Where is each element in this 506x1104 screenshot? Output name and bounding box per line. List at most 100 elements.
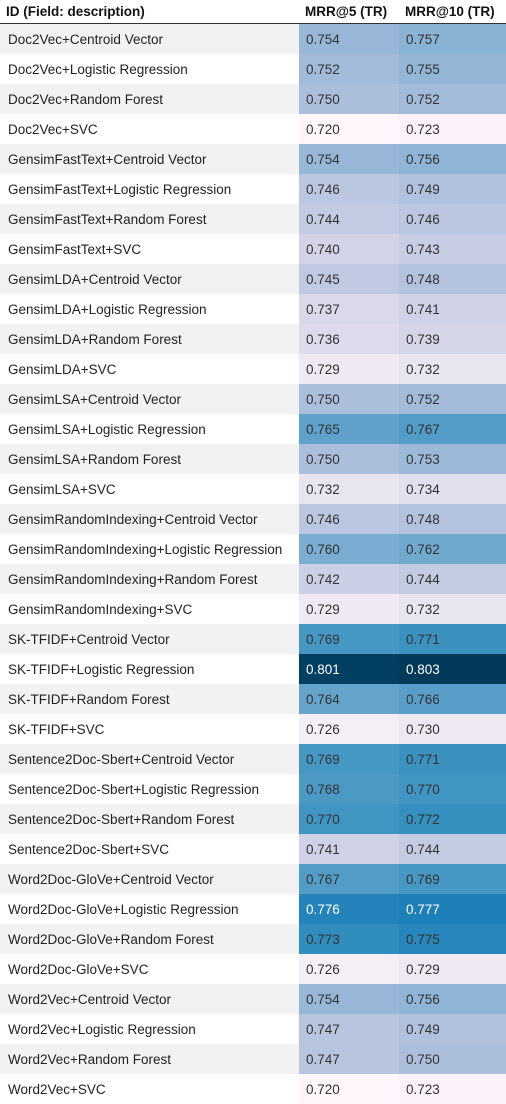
mrr5-cell: 0.750 [299, 84, 399, 114]
row-id-cell: GensimLSA+Random Forest [0, 444, 299, 474]
mrr10-cell: 0.734 [399, 474, 506, 504]
mrr10-cell: 0.803 [399, 654, 506, 684]
mrr10-cell: 0.749 [399, 1014, 506, 1044]
table-row: Word2Doc-GloVe+Logistic Regression 0.776 0… [0, 894, 506, 924]
mrr10-cell: 0.730 [399, 714, 506, 744]
column-header-mrr5[interactable]: MRR@5 (TR) [299, 0, 399, 24]
row-id-cell: SK-TFIDF+Random Forest [0, 684, 299, 714]
table-row: GensimLDA+Random Forest 0.736 0.739 [0, 324, 506, 354]
row-id-cell: GensimLSA+SVC [0, 474, 299, 504]
table-row: GensimLDA+Centroid Vector 0.745 0.748 [0, 264, 506, 294]
mrr5-cell: 0.750 [299, 384, 399, 414]
column-header-id[interactable]: ID (Field: description) [0, 0, 299, 24]
table-row: Sentence2Doc-Sbert+Logistic Regression 0.… [0, 774, 506, 804]
table-row: SK-TFIDF+Logistic Regression 0.801 0.803 [0, 654, 506, 684]
mrr10-cell: 0.771 [399, 744, 506, 774]
table-row: GensimLSA+SVC 0.732 0.734 [0, 474, 506, 504]
mrr10-cell: 0.753 [399, 444, 506, 474]
header-row: ID (Field: description) MRR@5 (TR) MRR@1… [0, 0, 506, 24]
mrr5-cell: 0.736 [299, 324, 399, 354]
mrr10-cell: 0.770 [399, 774, 506, 804]
mrr10-cell: 0.766 [399, 684, 506, 714]
table-row: GensimRandomIndexing+Logistic Regression… [0, 534, 506, 564]
mrr10-cell: 0.746 [399, 204, 506, 234]
mrr5-cell: 0.754 [299, 144, 399, 174]
row-id-cell: Word2Doc-GloVe+SVC [0, 954, 299, 984]
row-id-cell: GensimFastText+Centroid Vector [0, 144, 299, 174]
column-header-mrr10[interactable]: MRR@10 (TR) [399, 0, 506, 24]
table-row: GensimLDA+SVC 0.729 0.732 [0, 354, 506, 384]
mrr5-cell: 0.747 [299, 1044, 399, 1074]
mrr10-cell: 0.748 [399, 264, 506, 294]
table-row: Word2Vec+Random Forest 0.747 0.750 [0, 1044, 506, 1074]
table-row: GensimLSA+Random Forest 0.750 0.753 [0, 444, 506, 474]
mrr10-cell: 0.723 [399, 1074, 506, 1104]
row-id-cell: Doc2Vec+SVC [0, 114, 299, 144]
table-row: Sentence2Doc-Sbert+Random Forest 0.770 0.7… [0, 804, 506, 834]
row-id-cell: Word2Vec+Centroid Vector [0, 984, 299, 1014]
row-id-cell: GensimFastText+Random Forest [0, 204, 299, 234]
row-id-cell: GensimRandomIndexing+SVC [0, 594, 299, 624]
mrr10-cell: 0.752 [399, 384, 506, 414]
row-id-cell: Word2Vec+Logistic Regression [0, 1014, 299, 1044]
row-id-cell: Word2Doc-GloVe+Centroid Vector [0, 864, 299, 894]
table-row: Doc2Vec+Logistic Regression 0.752 0.755 [0, 54, 506, 84]
mrr10-cell: 0.749 [399, 174, 506, 204]
row-id-cell: GensimLDA+Logistic Regression [0, 294, 299, 324]
table-row: Word2Vec+Logistic Regression 0.747 0.749 [0, 1014, 506, 1044]
mrr10-cell: 0.756 [399, 144, 506, 174]
row-id-cell: Doc2Vec+Centroid Vector [0, 23, 299, 54]
table-row: GensimLSA+Logistic Regression 0.765 0.767 [0, 414, 506, 444]
row-id-cell: SK-TFIDF+Logistic Regression [0, 654, 299, 684]
row-id-cell: Sentence2Doc-Sbert+SVC [0, 834, 299, 864]
table-row: GensimRandomIndexing+SVC 0.729 0.732 [0, 594, 506, 624]
mrr5-cell: 0.754 [299, 23, 399, 54]
mrr10-cell: 0.732 [399, 354, 506, 384]
mrr5-cell: 0.764 [299, 684, 399, 714]
mrr5-cell: 0.765 [299, 414, 399, 444]
table-row: GensimRandomIndexing+Centroid Vector 0.74… [0, 504, 506, 534]
mrr10-cell: 0.743 [399, 234, 506, 264]
mrr5-cell: 0.776 [299, 894, 399, 924]
row-id-cell: Doc2Vec+Random Forest [0, 84, 299, 114]
mrr10-cell: 0.744 [399, 564, 506, 594]
row-id-cell: GensimRandomIndexing+Random Forest [0, 564, 299, 594]
table-row: Doc2Vec+SVC 0.720 0.723 [0, 114, 506, 144]
mrr5-cell: 0.741 [299, 834, 399, 864]
mrr5-cell: 0.729 [299, 354, 399, 384]
mrr5-cell: 0.801 [299, 654, 399, 684]
mrr10-cell: 0.772 [399, 804, 506, 834]
mrr10-cell: 0.752 [399, 84, 506, 114]
table-row: Word2Doc-GloVe+SVC 0.726 0.729 [0, 954, 506, 984]
mrr10-cell: 0.744 [399, 834, 506, 864]
mrr10-cell: 0.739 [399, 324, 506, 354]
mrr5-cell: 0.726 [299, 954, 399, 984]
table-row: Doc2Vec+Random Forest 0.750 0.752 [0, 84, 506, 114]
table-row: Word2Vec+Centroid Vector 0.754 0.756 [0, 984, 506, 1014]
row-id-cell: GensimLDA+Random Forest [0, 324, 299, 354]
mrr10-cell: 0.775 [399, 924, 506, 954]
mrr10-cell: 0.756 [399, 984, 506, 1014]
mrr5-cell: 0.773 [299, 924, 399, 954]
mrr5-cell: 0.769 [299, 624, 399, 654]
row-id-cell: GensimLSA+Centroid Vector [0, 384, 299, 414]
table-row: GensimLDA+Logistic Regression 0.737 0.741 [0, 294, 506, 324]
mrr10-cell: 0.767 [399, 414, 506, 444]
mrr10-cell: 0.750 [399, 1044, 506, 1074]
table-row: Word2Doc-GloVe+Centroid Vector 0.767 0.769 [0, 864, 506, 894]
table-row: SK-TFIDF+Centroid Vector 0.769 0.771 [0, 624, 506, 654]
mrr5-cell: 0.720 [299, 1074, 399, 1104]
mrr10-cell: 0.755 [399, 54, 506, 84]
mrr5-cell: 0.767 [299, 864, 399, 894]
mrr5-cell: 0.746 [299, 174, 399, 204]
mrr5-cell: 0.720 [299, 114, 399, 144]
mrr5-cell: 0.744 [299, 204, 399, 234]
mrr5-cell: 0.726 [299, 714, 399, 744]
table-row: GensimFastText+Centroid Vector 0.754 0.756 [0, 144, 506, 174]
mrr10-cell: 0.732 [399, 594, 506, 624]
mrr10-cell: 0.741 [399, 294, 506, 324]
mrr10-cell: 0.757 [399, 23, 506, 54]
row-id-cell: GensimRandomIndexing+Logistic Regression [0, 534, 299, 564]
row-id-cell: SK-TFIDF+SVC [0, 714, 299, 744]
